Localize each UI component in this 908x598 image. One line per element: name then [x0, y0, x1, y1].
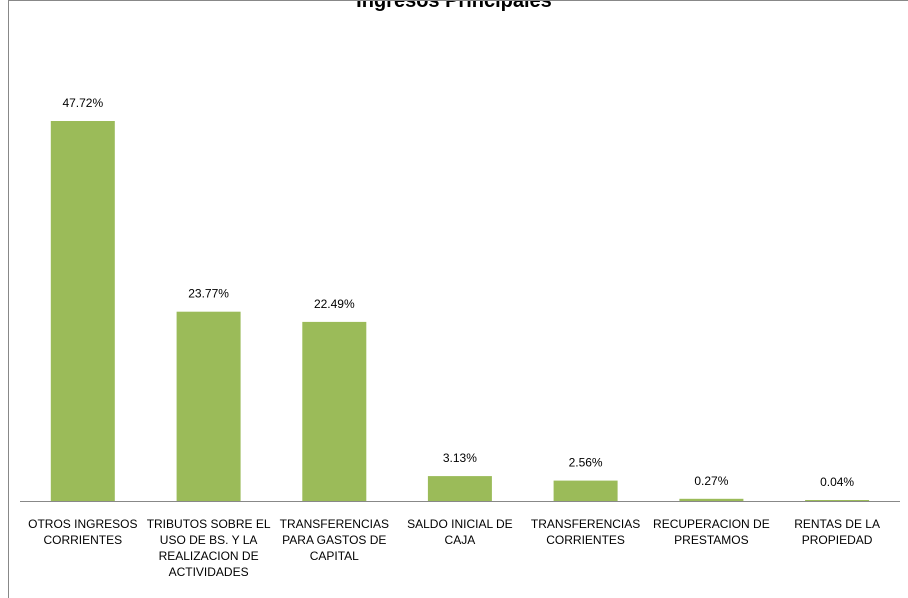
bar-3	[427, 476, 492, 501]
bar-2	[302, 321, 367, 501]
chart-title: Ingresos Principales	[356, 0, 552, 12]
category-label-5: RECUPERACION DE PRESTAMOS	[653, 517, 770, 547]
bar-6	[805, 500, 870, 501]
value-label-4: 2.56%	[569, 456, 603, 470]
bar-0	[50, 121, 115, 501]
bar-1	[176, 311, 241, 501]
bar-5	[679, 498, 744, 501]
value-label-2: 22.49%	[314, 297, 355, 311]
value-label-3: 3.13%	[443, 451, 477, 465]
category-label-3: SALDO INICIAL DE CAJA	[407, 517, 513, 547]
value-label-group: 47.72% 23.77% 22.49% 3.13% 2.56% 0.27% 0.04%	[62, 96, 854, 489]
value-label-6: 0.04%	[820, 475, 854, 489]
category-label-1: TRIBUTOS SOBRE EL USO DE BS. Y LA REALIZ…	[146, 517, 271, 579]
category-label-0: OTROS INGRESOS CORRIENTES	[28, 517, 138, 547]
bar-4	[553, 480, 618, 501]
category-label-6: RENTAS DE LA PROPIEDAD	[794, 517, 880, 547]
category-label-4: TRANSFERENCIAS CORRIENTES	[530, 517, 641, 547]
value-label-0: 47.72%	[62, 96, 103, 110]
value-label-5: 0.27%	[694, 474, 728, 488]
category-label-2: TRANSFERENCIAS PARA GASTOS DE CAPITAL	[279, 517, 389, 563]
bar-group	[50, 121, 870, 501]
value-label-1: 23.77%	[188, 287, 229, 301]
